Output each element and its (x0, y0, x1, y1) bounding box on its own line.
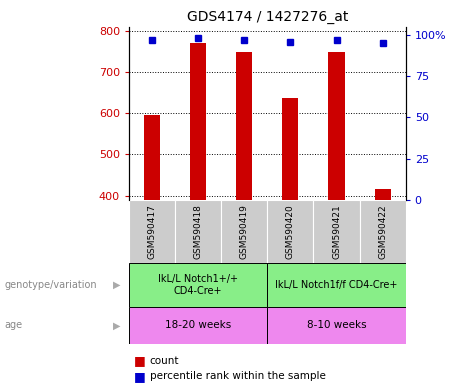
Bar (313, 200, 360, 263)
Bar (328, 52, 345, 200)
Bar (267, 263, 406, 307)
Text: IkL/L Notch1f/f CD4-Cre+: IkL/L Notch1f/f CD4-Cre+ (275, 280, 398, 290)
Bar (221, 200, 267, 263)
Text: GSM590418: GSM590418 (194, 204, 203, 259)
Bar (129, 263, 267, 307)
Bar (175, 200, 221, 263)
Bar (282, 98, 299, 200)
Bar (236, 52, 253, 200)
Text: IkL/L Notch1+/+
CD4-Cre+: IkL/L Notch1+/+ CD4-Cre+ (158, 274, 238, 296)
Text: ▶: ▶ (113, 280, 120, 290)
Text: ■: ■ (134, 370, 145, 383)
Text: GSM590419: GSM590419 (240, 204, 249, 259)
Bar (360, 200, 406, 263)
Text: genotype/variation: genotype/variation (5, 280, 97, 290)
Text: ▶: ▶ (113, 320, 120, 331)
Bar (144, 114, 160, 200)
Bar (190, 43, 207, 200)
Text: GSM590422: GSM590422 (378, 204, 387, 259)
Text: count: count (150, 356, 179, 366)
Bar (374, 189, 390, 200)
Bar (129, 200, 175, 263)
Text: 18-20 weeks: 18-20 weeks (165, 320, 231, 331)
Text: ■: ■ (134, 354, 145, 367)
Text: 8-10 weeks: 8-10 weeks (307, 320, 366, 331)
Bar (267, 200, 313, 263)
Text: GSM590421: GSM590421 (332, 204, 341, 259)
Text: age: age (5, 320, 23, 331)
Text: GSM590420: GSM590420 (286, 204, 295, 259)
Bar (267, 307, 406, 344)
Text: percentile rank within the sample: percentile rank within the sample (150, 371, 326, 381)
Text: GSM590417: GSM590417 (148, 204, 157, 259)
Bar (129, 307, 267, 344)
Title: GDS4174 / 1427276_at: GDS4174 / 1427276_at (187, 10, 348, 25)
